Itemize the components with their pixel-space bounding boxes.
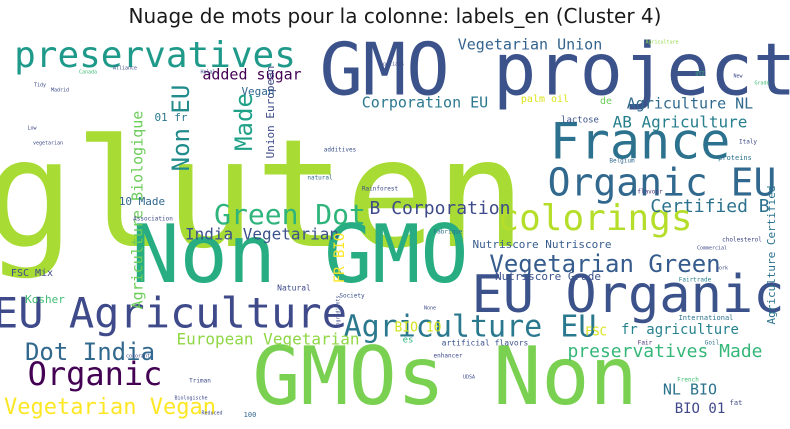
word-29: NL BIO — [663, 381, 717, 399]
word-44: palm oil — [521, 94, 569, 105]
word-43: FSC — [585, 325, 607, 339]
word-39: 01 fr — [154, 111, 187, 124]
word-76: coeliacs — [380, 62, 404, 68]
word-20: Certified B — [650, 196, 769, 217]
word-14: Dot India — [25, 338, 155, 366]
word-35: Nutriscore Grade — [495, 270, 601, 283]
word-11: Green Dot — [214, 198, 366, 231]
word-77: Agriculture — [645, 40, 678, 46]
word-2: Non GMO — [131, 208, 468, 301]
word-48: artificial flavors — [442, 339, 529, 348]
word-5: EU Agriculture — [0, 289, 347, 338]
word-86: None — [424, 306, 436, 312]
word-34: Nutriscore Nutriscore — [472, 238, 611, 251]
word-12: Organic — [28, 355, 163, 393]
word-64: Triman — [189, 378, 211, 385]
word-46: de — [600, 96, 612, 107]
word-58: Society — [339, 293, 365, 300]
word-82: New — [733, 74, 743, 80]
word-89: es — [403, 336, 414, 346]
word-63: Association — [133, 216, 173, 223]
chart-title: Nuage de mots pour la colonne: labels_en… — [128, 4, 662, 28]
word-45: lactose — [561, 116, 599, 126]
word-24: Agriculture NL — [627, 95, 753, 113]
word-72: Tidy — [34, 83, 46, 89]
word-51: Belgium — [609, 158, 635, 165]
word-7: Organic EU — [548, 161, 777, 205]
word-13: Vegetarian Green — [489, 250, 720, 278]
word-57: Fair — [638, 340, 653, 347]
word-71: Madrid — [51, 88, 69, 94]
word-26: Vegetarian Union — [458, 36, 603, 54]
word-0: gluten — [0, 108, 526, 282]
word-47: Natural — [277, 284, 311, 293]
word-61: flavour — [637, 189, 663, 196]
word-87: UDSA — [463, 375, 475, 381]
word-62: Fabrique — [434, 229, 463, 236]
word-65: Reduced — [201, 411, 222, 417]
word-6: France — [550, 113, 731, 171]
word-54: cholesterol — [722, 237, 762, 244]
word-67: enhancer — [434, 353, 463, 360]
word-79: pork — [716, 266, 728, 272]
word-28: Agriculture Biologique — [129, 111, 147, 310]
word-40: Vegan — [241, 85, 274, 98]
word-41: Kosher — [25, 293, 65, 306]
word-36: Agriculture Certified — [765, 185, 778, 324]
word-23: AB Agriculture — [613, 113, 748, 132]
word-18: Non EU — [167, 85, 195, 172]
word-27: added sugar — [202, 66, 301, 84]
word-70: Low — [27, 126, 37, 132]
word-9: colorings — [497, 198, 692, 239]
word-88: fat — [730, 399, 743, 407]
word-3: GMOs Non — [252, 330, 637, 423]
word-85: Biologische — [174, 396, 207, 402]
word-10: Agriculture EU — [344, 310, 597, 345]
word-84: colorant — [126, 354, 150, 360]
word-56: Goil — [705, 340, 720, 347]
word-52: Italy — [739, 139, 757, 146]
word-55: French — [677, 377, 699, 384]
word-66: 100 — [244, 411, 257, 419]
word-60: additives — [324, 147, 357, 154]
word-69: vegetarian — [33, 141, 63, 147]
word-38: 10 Made — [119, 195, 165, 208]
word-22: European Vegetarian — [176, 330, 359, 349]
word-75: Halal — [200, 70, 215, 76]
word-78: Commercial — [697, 246, 727, 252]
word-19: B Corporation — [370, 198, 511, 219]
word-16: preservatives Made — [567, 341, 762, 362]
word-32: BIO 10 — [395, 321, 442, 336]
word-80: UTZ — [695, 72, 704, 78]
word-68: natural — [307, 175, 333, 182]
word-33: fr agriculture — [621, 322, 739, 338]
word-17: Made — [230, 93, 258, 151]
word-50: International — [679, 314, 734, 322]
word-15: Vegetarian Vegan — [4, 395, 216, 420]
word-1: GMO project — [320, 28, 790, 112]
word-30: BIO 01 — [675, 401, 726, 417]
word-4: EU Organic — [471, 265, 784, 325]
word-81: Grade — [754, 81, 769, 87]
word-8: preservatives — [14, 35, 296, 76]
word-49: proteins — [718, 154, 752, 162]
word-74: Alliance — [113, 66, 137, 72]
word-42: FSC Mix — [11, 268, 53, 279]
word-31: FR BIO — [332, 233, 348, 284]
word-59: Rainforest — [362, 186, 399, 193]
word-37: Union European — [264, 66, 277, 159]
word-83: ingredients — [336, 295, 342, 328]
word-21: India Vegetarian — [185, 225, 339, 244]
word-25: Corporation EU — [362, 94, 488, 112]
word-53: Fairtrade — [679, 277, 712, 284]
word-73: Canada — [79, 70, 97, 76]
